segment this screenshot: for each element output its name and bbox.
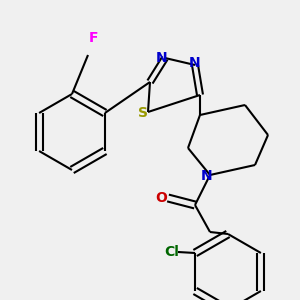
Text: N: N bbox=[156, 51, 168, 65]
Text: O: O bbox=[155, 191, 167, 205]
Text: S: S bbox=[138, 106, 148, 120]
Text: Cl: Cl bbox=[165, 245, 179, 259]
Text: F: F bbox=[88, 31, 98, 45]
Text: N: N bbox=[201, 169, 213, 183]
Text: N: N bbox=[189, 56, 201, 70]
